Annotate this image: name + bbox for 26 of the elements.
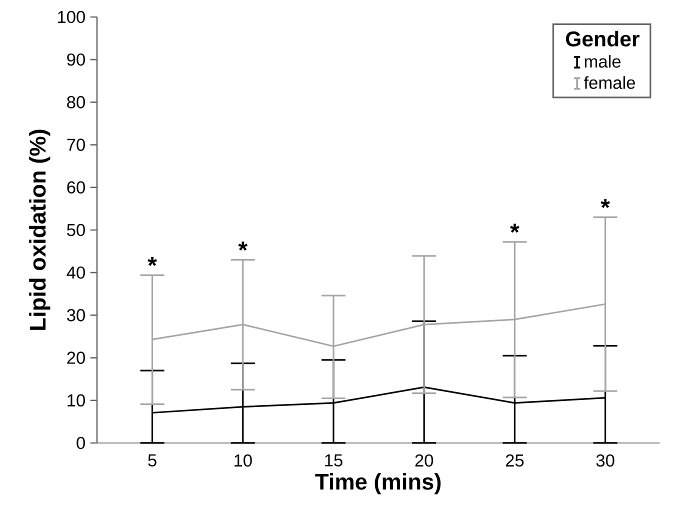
x-tick-label: 25 bbox=[506, 454, 524, 467]
y-tick-label: 0 bbox=[76, 436, 85, 450]
y-tick-label: 20 bbox=[67, 352, 85, 364]
x-tick-label: 30 bbox=[596, 454, 614, 467]
y-tick-label: 50 bbox=[67, 224, 85, 236]
annotation: * bbox=[238, 242, 248, 251]
y-tick-label: 70 bbox=[67, 138, 85, 151]
y-tick-label: 60 bbox=[67, 181, 85, 194]
legend-label: male bbox=[584, 54, 621, 68]
x-axis-title: Time (mins) bbox=[315, 473, 441, 494]
y-tick-label: 40 bbox=[66, 266, 85, 279]
annotation: * bbox=[600, 199, 610, 208]
x-tick-label: 5 bbox=[148, 454, 156, 466]
y-axis-title: Lipid oxidation (%) bbox=[29, 130, 50, 330]
annotation: * bbox=[148, 257, 157, 266]
annotation: * bbox=[510, 224, 520, 233]
x-tick-label: 15 bbox=[325, 454, 342, 466]
y-tick-label: 90 bbox=[67, 53, 85, 66]
y-tick-label: 100 bbox=[58, 10, 85, 24]
y-tick-label: 30 bbox=[67, 309, 85, 322]
legend-title: Gender bbox=[566, 30, 640, 47]
x-tick-label: 10 bbox=[234, 454, 252, 467]
legend-label: female bbox=[584, 76, 635, 89]
y-tick-label: 10 bbox=[68, 394, 85, 407]
y-tick-label: 80 bbox=[67, 96, 85, 108]
x-tick-label: 20 bbox=[415, 454, 434, 467]
